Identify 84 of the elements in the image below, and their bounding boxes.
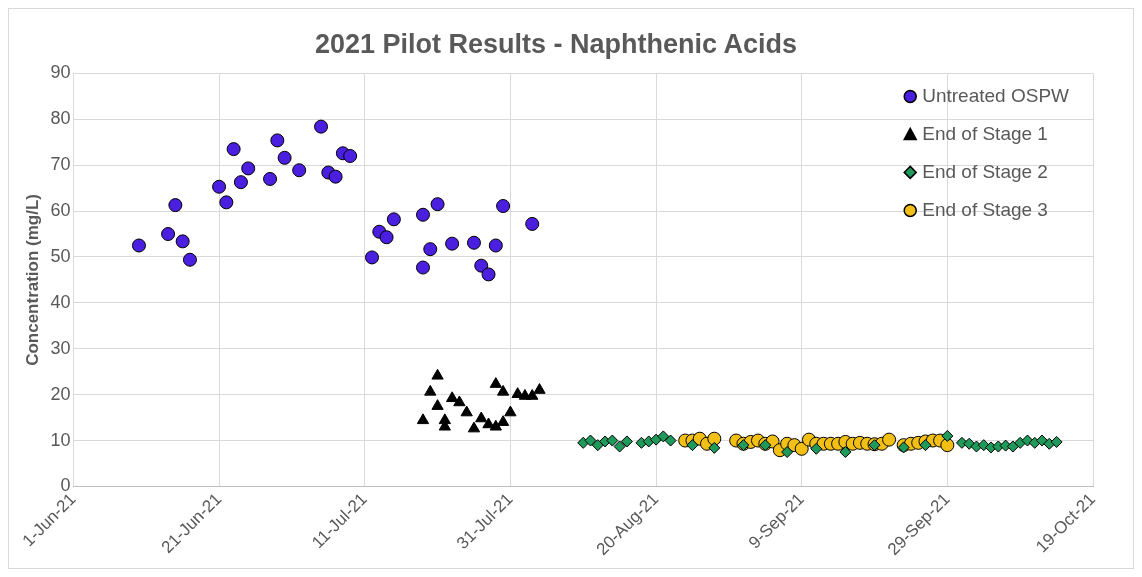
legend-label: Untreated OSPW [922,84,1070,106]
point [839,446,852,459]
point [526,389,539,400]
point [940,438,955,453]
point [416,413,430,425]
y-tick-label: 30 [50,337,71,358]
point [161,227,176,242]
point [212,179,227,194]
point [474,258,489,273]
point [182,252,197,267]
point [708,441,721,454]
point [664,434,677,447]
point [475,411,488,423]
point [314,119,329,134]
point [489,377,502,388]
point [219,195,234,210]
point [277,150,292,165]
point [496,384,510,396]
y-tick-label: 10 [50,429,71,450]
point [496,415,510,426]
point [781,446,794,459]
point [533,383,546,394]
point [591,439,604,452]
point [415,207,430,222]
point [481,267,496,282]
y-axis-title: Concentration (mg/L) [22,193,42,366]
point [525,216,540,231]
point [466,235,481,250]
point [226,142,241,157]
point [810,442,823,455]
point [423,242,438,257]
point [270,133,285,148]
y-tick-label: 60 [50,200,71,221]
y-tick-label: 40 [50,291,71,312]
point [488,238,503,253]
point [794,441,809,456]
point [292,163,307,178]
y-tick-label: 20 [50,383,71,404]
point [431,368,444,380]
chart-title: 2021 Pilot Results - Naphthenic Acids [314,28,798,59]
point [168,198,183,213]
point [882,432,897,447]
point [707,431,722,446]
point [263,171,278,186]
y-tick-label: 80 [50,108,71,129]
point [919,439,932,452]
point [504,405,517,417]
point [379,230,394,245]
point [496,199,511,214]
point [241,161,256,176]
point [686,439,699,452]
point [386,212,401,227]
point [233,175,248,190]
point [1006,440,1019,453]
point [445,236,460,251]
point [606,434,619,447]
point [424,384,437,396]
legend-label: End of Stage 1 [922,122,1048,144]
point [131,238,146,253]
point [620,435,633,448]
point [343,149,358,164]
point [415,260,430,275]
point [613,440,626,453]
point [431,399,444,410]
y-tick-label: 0 [60,475,71,496]
y-tick-label: 90 [50,62,71,83]
legend-label: End of Stage 2 [922,160,1048,182]
point [941,429,954,442]
point [489,419,502,431]
point [584,434,597,447]
point [365,250,380,265]
point [467,421,481,433]
y-tick-label: 70 [50,154,71,175]
point [445,391,459,403]
point [460,405,473,417]
point [430,197,445,212]
legend-label: End of Stage 3 [922,198,1048,220]
point [977,439,990,452]
point [1050,435,1063,448]
point [328,169,343,184]
y-tick-label: 50 [50,245,71,266]
point [453,395,466,407]
point [657,430,670,443]
point [175,234,190,249]
